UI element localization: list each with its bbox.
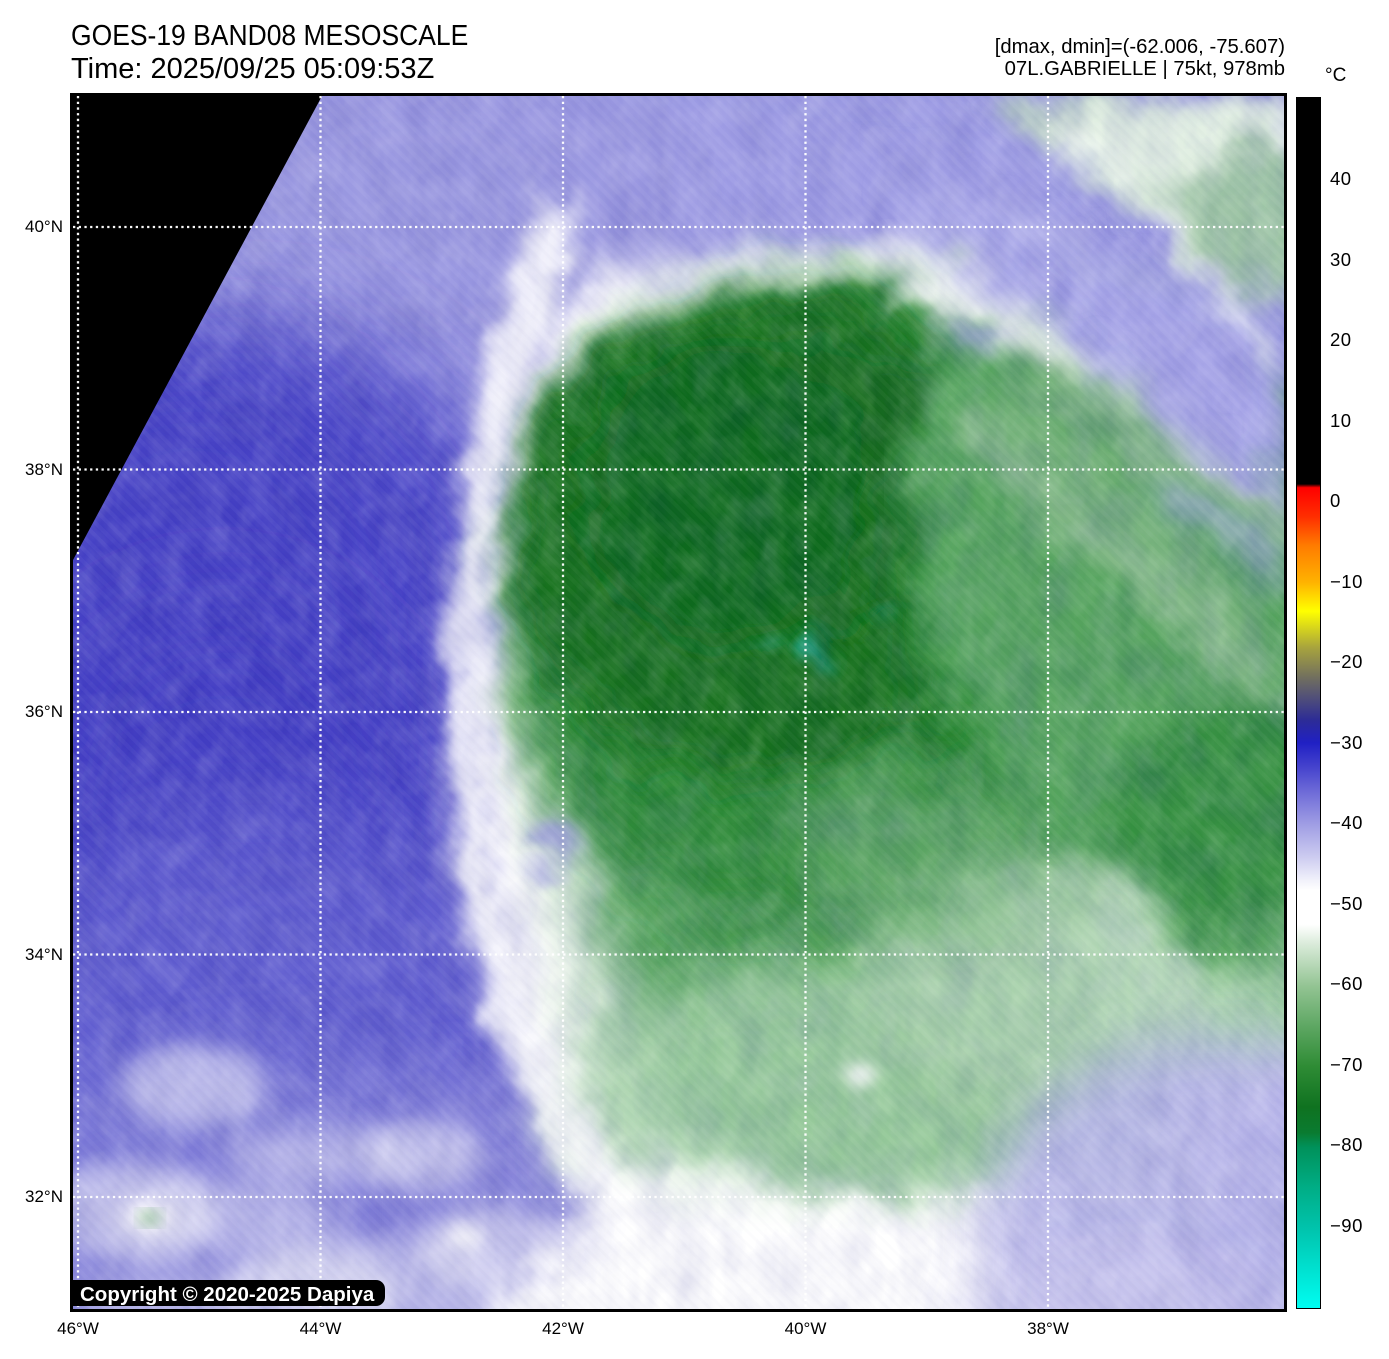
svg-text:Copyright © 2020-2025 Dapiya: Copyright © 2020-2025 Dapiya — [80, 1283, 375, 1306]
